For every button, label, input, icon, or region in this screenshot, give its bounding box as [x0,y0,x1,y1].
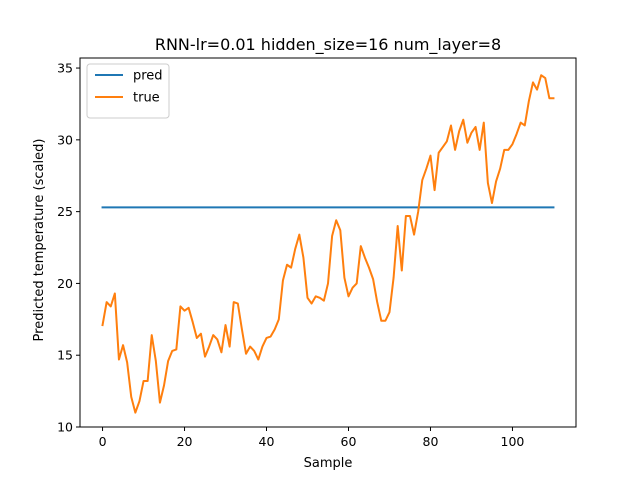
x-tick-label: 100 [501,434,525,449]
axes-frame [79,57,577,428]
legend: pred true [86,63,170,119]
x-tick-label: 0 [99,434,107,449]
y-tick-label: 25 [57,204,73,219]
y-tick-label: 20 [57,276,73,291]
chart-title: RNN-lr=0.01 hidden_size=16 num_layer=8 [155,35,501,55]
x-axis-label: Sample [304,456,353,471]
y-axis-label: Predicted temperature (scaled) [32,139,47,342]
y-tick-label: 30 [57,132,73,147]
y-tick-label: 15 [57,348,73,363]
plot-area: 0 20 40 60 80 100 10 15 20 25 30 35 [57,57,577,449]
legend-label-pred: pred [133,69,163,84]
x-tick-label: 20 [177,434,193,449]
y-tick-label: 10 [57,420,73,435]
series-line-true [101,74,555,414]
legend-label-true: true [133,91,160,106]
x-tick-label: 80 [423,434,439,449]
y-tick-label: 35 [57,61,73,76]
x-tick-label: 40 [259,434,275,449]
legend-box [86,63,170,119]
x-tick-label: 60 [341,434,357,449]
